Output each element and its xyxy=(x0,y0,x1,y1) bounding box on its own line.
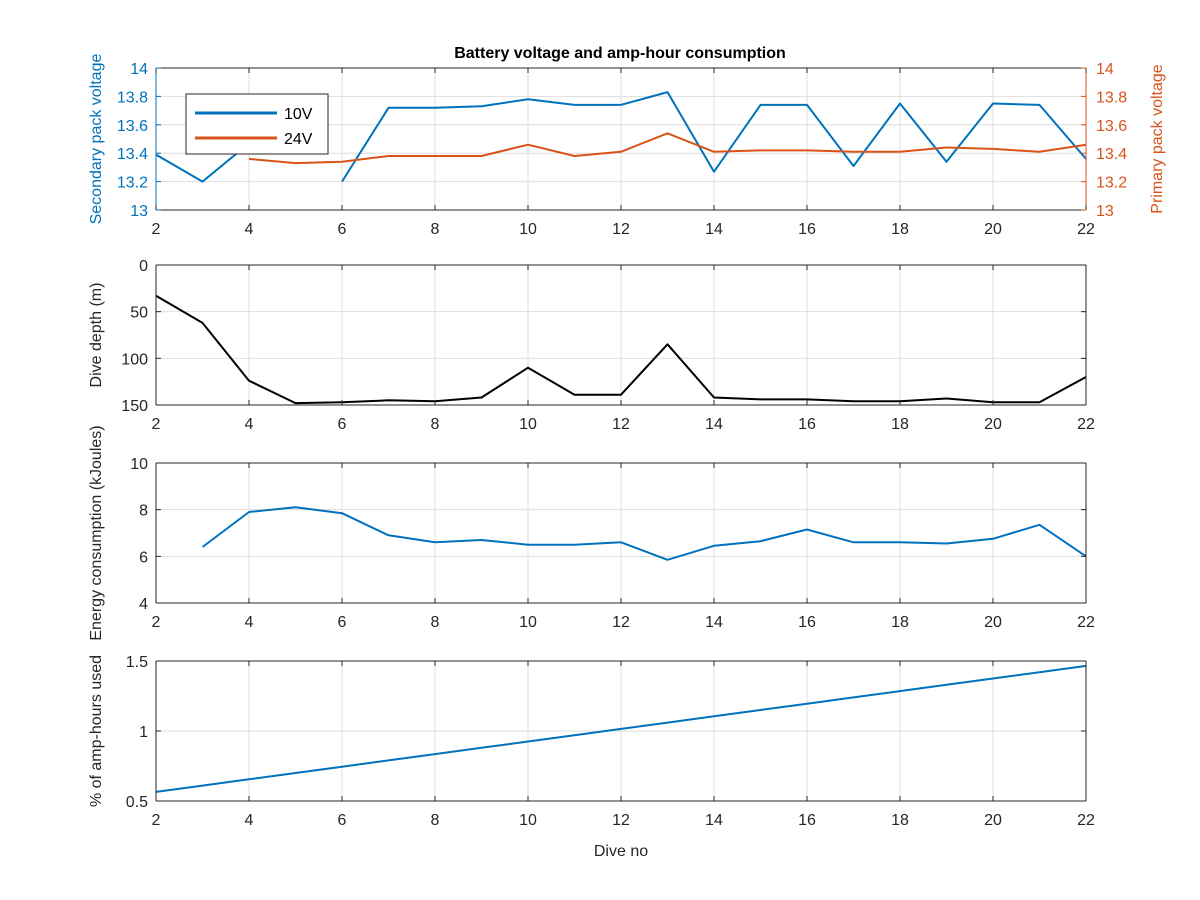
series-line-1 xyxy=(201,506,1087,561)
x-tick-label: 6 xyxy=(338,812,347,829)
y-tick-label: 1.5 xyxy=(126,654,148,671)
x-tick-label: 12 xyxy=(612,416,630,433)
y-axis-label: Energy consumption (kJoules) xyxy=(88,425,105,640)
series-line-1 xyxy=(155,294,1087,405)
x-tick-label: 12 xyxy=(612,614,630,631)
y-tick-label: 13.8 xyxy=(117,89,148,106)
subplots: 2 4 6 8 10 12 14 16 18 20 221313.213.413.613.81413… xyxy=(88,54,1166,860)
x-tick-label: 12 xyxy=(612,221,630,238)
x-tick-label: 22 xyxy=(1077,416,1095,433)
y-tick-label: 10 xyxy=(130,456,148,473)
legend-label: 10V xyxy=(284,106,313,123)
y-axis-label: Secondary pack voltage xyxy=(88,54,105,225)
x-tick-label: 20 xyxy=(984,416,1002,433)
y-tick-label: 1 xyxy=(139,724,148,741)
x-tick-label: 18 xyxy=(891,416,909,433)
x-tick-label: 10 xyxy=(519,614,537,631)
y2-tick-label: 13.4 xyxy=(1096,146,1127,163)
y2-tick-label: 13.6 xyxy=(1096,118,1127,135)
y-tick-label: 14 xyxy=(130,61,148,78)
x-tick-label: 10 xyxy=(519,416,537,433)
x-tick-label: 2 xyxy=(152,812,161,829)
y-axis-label: Dive depth (m) xyxy=(88,283,105,388)
y-tick-label: 50 xyxy=(130,305,148,322)
x-tick-label: 18 xyxy=(891,614,909,631)
y2-tick-label: 13.8 xyxy=(1096,89,1127,106)
series-line-1 xyxy=(155,664,1087,793)
x-tick-label: 6 xyxy=(338,614,347,631)
x-tick-label: 8 xyxy=(431,614,440,631)
figure-title: Battery voltage and amp-hour consumption xyxy=(454,45,786,62)
x-tick-label: 14 xyxy=(705,416,723,433)
x-tick-label: 14 xyxy=(705,221,723,238)
x-tick-label: 20 xyxy=(984,221,1002,238)
y-tick-label: 13.4 xyxy=(117,146,148,163)
x-tick-label: 22 xyxy=(1077,812,1095,829)
y2-tick-label: 13 xyxy=(1096,203,1114,220)
y-tick-label: 6 xyxy=(139,549,148,566)
y-tick-label: 13.2 xyxy=(117,175,148,192)
legend-box xyxy=(185,93,329,155)
series-line-10v xyxy=(155,91,1087,183)
x-tick-label: 16 xyxy=(798,812,816,829)
x-tick-label: 16 xyxy=(798,614,816,631)
x-tick-label: 4 xyxy=(245,221,254,238)
y-tick-label: 13 xyxy=(130,203,148,220)
y-axis-label: % of amp-hours used xyxy=(88,655,105,807)
y-tick-label: 13.6 xyxy=(117,118,148,135)
x-tick-label: 22 xyxy=(1077,221,1095,238)
x-tick-label: 16 xyxy=(798,221,816,238)
x-tick-label: 6 xyxy=(338,416,347,433)
series-line-24v xyxy=(248,132,1087,165)
y2-axis-label: Primary pack voltage xyxy=(1149,64,1166,213)
x-tick-label: 18 xyxy=(891,221,909,238)
legend-label: 24V xyxy=(284,131,313,148)
x-tick-label: 2 xyxy=(152,614,161,631)
x-tick-label: 8 xyxy=(431,812,440,829)
x-tick-label: 8 xyxy=(431,416,440,433)
x-tick-label: 4 xyxy=(245,416,254,433)
x-tick-label: 6 xyxy=(338,221,347,238)
x-tick-label: 4 xyxy=(245,614,254,631)
y2-tick-label: 14 xyxy=(1096,61,1114,78)
x-tick-label: 18 xyxy=(891,812,909,829)
y-tick-label: 4 xyxy=(139,596,148,613)
x-tick-label: 14 xyxy=(705,812,723,829)
subplot-4: 2 4 6 8 10 12 14 16 18 20 22 0.5 1 1.5 % of amp-hours … xyxy=(88,654,1095,860)
subplot-1: 2 4 6 8 10 12 14 16 18 20 221313.213.413.613.81413… xyxy=(88,54,1166,238)
y-tick-label: 0 xyxy=(139,258,148,275)
x-tick-label: 2 xyxy=(152,416,161,433)
x-axis-label: Dive no xyxy=(594,843,648,860)
x-tick-label: 2 xyxy=(152,221,161,238)
x-tick-label: 10 xyxy=(519,221,537,238)
x-tick-label: 14 xyxy=(705,614,723,631)
x-tick-label: 10 xyxy=(519,812,537,829)
x-tick-label: 4 xyxy=(245,812,254,829)
y-tick-label: 8 xyxy=(139,503,148,520)
subplot-2: 2 4 6 8 10 12 14 16 18 20 22 0 50 100 150 Dive depth (m… xyxy=(88,258,1095,433)
y-tick-label: 150 xyxy=(121,398,148,415)
y-tick-label: 100 xyxy=(121,351,148,368)
x-tick-label: 12 xyxy=(612,812,630,829)
y2-tick-label: 13.2 xyxy=(1096,175,1127,192)
x-tick-label: 20 xyxy=(984,812,1002,829)
y-tick-label: 0.5 xyxy=(126,794,148,811)
x-tick-label: 20 xyxy=(984,614,1002,631)
x-tick-label: 16 xyxy=(798,416,816,433)
x-tick-label: 22 xyxy=(1077,614,1095,631)
x-tick-label: 8 xyxy=(431,221,440,238)
